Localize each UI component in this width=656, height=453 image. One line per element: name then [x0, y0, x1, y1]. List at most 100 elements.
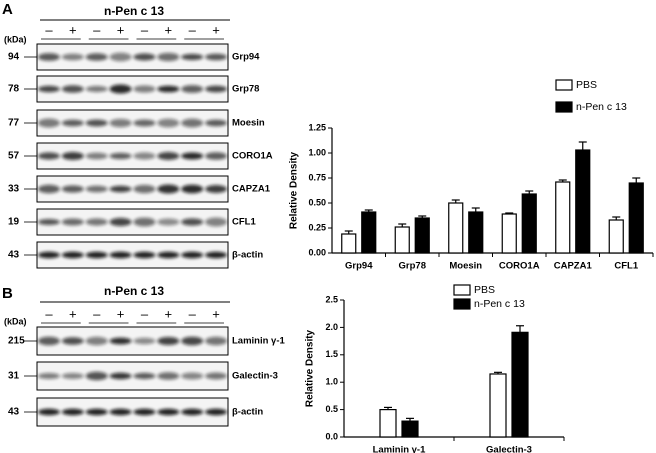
protein-label: Grp94	[232, 52, 260, 63]
blot-band	[37, 218, 60, 226]
x-tick-label: Grp78	[399, 261, 426, 272]
bar	[401, 420, 419, 438]
x-tick-label: Grp94	[345, 261, 373, 272]
blot-band	[181, 408, 204, 416]
legend-label: PBS	[576, 79, 597, 91]
blot-band	[37, 372, 60, 380]
bar	[341, 233, 357, 254]
bar	[448, 202, 464, 254]
blot-band	[85, 119, 108, 127]
bar	[394, 226, 410, 254]
blot-band	[157, 251, 180, 259]
blot-band	[85, 218, 108, 226]
lane-sign: +	[212, 22, 220, 37]
blot-band	[61, 152, 84, 160]
kda-unit: (kDa)	[4, 316, 27, 326]
blot-band	[109, 52, 132, 62]
bar	[489, 373, 507, 438]
protein-label: Galectin-3	[232, 371, 278, 382]
bar	[501, 213, 517, 254]
blot-band	[85, 336, 108, 346]
blot-band	[37, 53, 60, 61]
blot-band	[181, 336, 204, 346]
blot-band	[157, 372, 180, 380]
marker-size: 43	[8, 250, 20, 261]
marker-size: 31	[8, 371, 20, 382]
blot-band	[85, 251, 108, 259]
legend-label: n-Pen c 13	[576, 101, 627, 113]
bar	[511, 331, 529, 438]
protein-label: CAPZA1	[232, 184, 271, 195]
bar	[379, 409, 397, 438]
blot-band	[61, 408, 84, 416]
blot-band	[157, 336, 180, 346]
bar	[361, 211, 377, 254]
blot-band	[181, 152, 204, 160]
blot-band	[37, 184, 60, 194]
blot-band	[37, 408, 60, 416]
blot-band	[133, 53, 156, 61]
blot-band	[205, 185, 228, 193]
lane-sign: –	[93, 306, 101, 321]
blot-band	[157, 184, 180, 194]
blot-band	[37, 251, 60, 259]
bar	[468, 211, 484, 254]
marker-size: 215	[8, 336, 25, 347]
blot-band	[133, 85, 156, 93]
blot-band	[157, 52, 180, 62]
marker-size: 78	[8, 84, 20, 95]
x-tick-label: Galectin-3	[486, 445, 532, 453]
blot-band	[85, 53, 108, 61]
legend-swatch	[453, 284, 471, 296]
blot-band	[133, 184, 156, 194]
y-tick-label: 2.5	[325, 294, 338, 304]
legend-swatch	[555, 101, 573, 113]
lane-sign: –	[189, 306, 197, 321]
blot-band	[205, 217, 228, 227]
marker-size: 77	[8, 118, 20, 129]
blot-band	[109, 251, 132, 259]
blot-band	[109, 372, 132, 380]
blot-band	[85, 408, 108, 416]
marker-size: 57	[8, 151, 20, 162]
blot-band	[181, 85, 204, 93]
blot-band	[181, 184, 204, 194]
panel-label: B	[2, 285, 13, 302]
y-tick-label: 0.50	[308, 197, 326, 207]
blot-band	[157, 218, 180, 226]
lane-sign: +	[212, 306, 220, 321]
blot-band	[85, 85, 108, 93]
legend-swatch	[555, 79, 573, 91]
y-tick-label: 2.0	[325, 322, 338, 332]
blot-band	[109, 152, 132, 160]
y-tick-label: 0.75	[308, 172, 326, 182]
lane-sign: –	[189, 22, 197, 37]
blot-band	[133, 119, 156, 127]
lane-sign: +	[69, 22, 77, 37]
blot-band	[37, 85, 60, 93]
blot-band	[181, 218, 204, 226]
blot-band	[61, 85, 84, 93]
lane-sign: +	[69, 306, 77, 321]
blot-band	[205, 251, 228, 259]
blot-band	[109, 337, 132, 345]
y-tick-label: 0.5	[325, 404, 338, 414]
blot-band	[157, 408, 180, 416]
blot-band	[157, 85, 180, 93]
blot-band	[205, 53, 228, 61]
lane-sign: +	[117, 22, 125, 37]
marker-size: 43	[8, 407, 20, 418]
marker-size: 19	[8, 217, 20, 228]
blot-band	[61, 251, 84, 259]
bar	[628, 182, 644, 254]
blot-band	[109, 84, 132, 94]
blot-band	[205, 152, 228, 160]
blot-band	[133, 408, 156, 416]
blot-band	[37, 118, 60, 128]
bar	[521, 193, 537, 254]
blot-band	[109, 408, 132, 416]
blot-title: n-Pen c 13	[104, 284, 164, 298]
blot-band	[61, 372, 84, 380]
y-axis-label: Relative Density	[305, 329, 316, 407]
